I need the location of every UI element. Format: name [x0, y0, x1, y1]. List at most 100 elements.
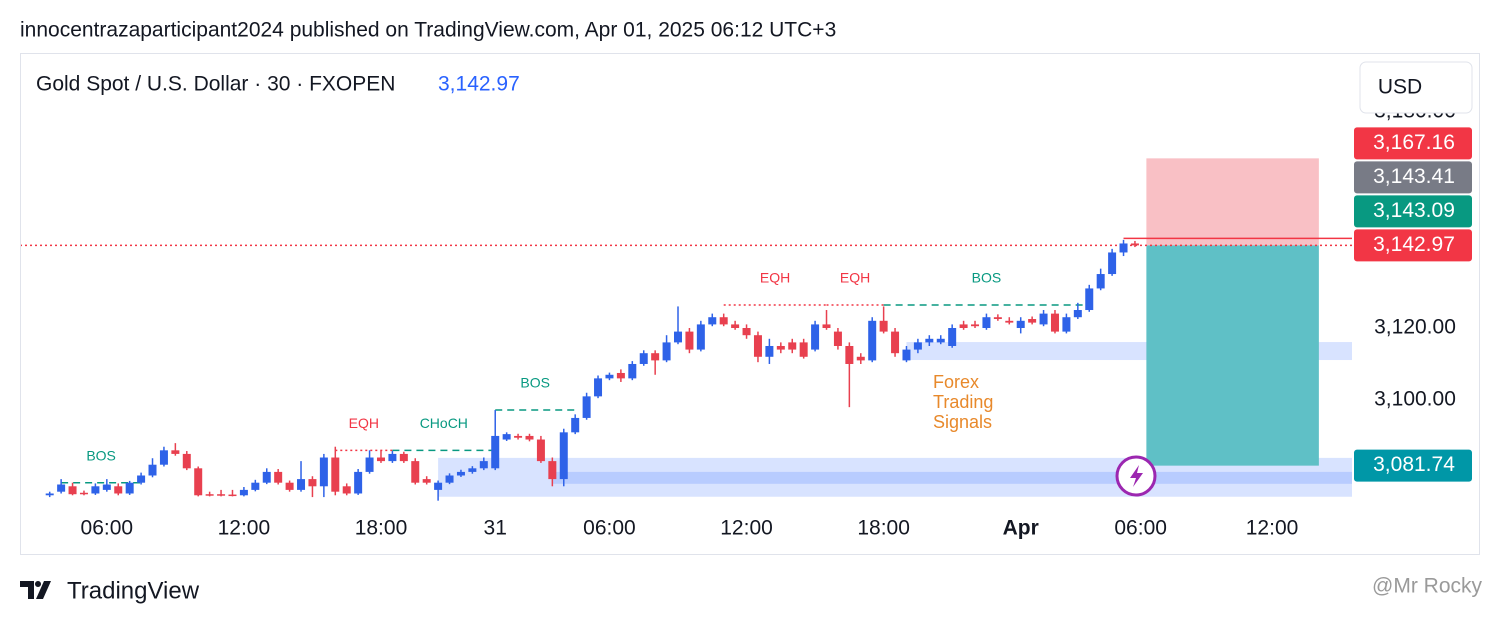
candle-body [422, 479, 431, 483]
candle-body [982, 317, 991, 329]
alert-icon [1115, 455, 1157, 497]
candle-body [605, 374, 614, 379]
stop-zone [1146, 158, 1319, 246]
candle-body [91, 486, 100, 494]
candle-body [696, 324, 705, 350]
candle-body [674, 331, 683, 343]
candle-body [868, 320, 877, 361]
candle-body [297, 479, 306, 490]
candle-body [68, 486, 77, 495]
plot-area: BOS EQH CHoCH BOS EQH EQH BOS ForexTradingSigna… [21, 158, 1352, 501]
candle-body [217, 494, 226, 496]
candle-body [1005, 320, 1014, 323]
candle-body [376, 457, 385, 462]
author-line: innocentrazaparticipant2024 published on… [20, 19, 836, 42]
watermark: @Mr Rocky [1372, 575, 1482, 598]
candle-body [639, 353, 648, 364]
candle-body [1119, 243, 1128, 253]
candle-body [479, 461, 488, 469]
candle-body [228, 494, 237, 497]
candle-body [594, 378, 603, 397]
x-tick-label: 18:00 [355, 517, 408, 540]
x-tick-label: 06:00 [583, 517, 636, 540]
structure-label: BOS [520, 375, 550, 391]
candle-body [251, 482, 260, 490]
price-tags: 3,081.74 3,142.97 3,143.09 3,143.41 3,167.16 [1354, 127, 1472, 482]
candle-body [548, 461, 557, 480]
candle-body [662, 342, 671, 361]
candle-body [1016, 320, 1025, 329]
price-tag [1354, 449, 1472, 482]
candle-body [45, 493, 54, 496]
x-tick-label: 12:00 [720, 517, 773, 540]
candle-body [765, 345, 774, 357]
candle-body [285, 482, 294, 490]
candle-body [1085, 288, 1094, 311]
chart-frame [20, 53, 1480, 555]
candle-body [971, 324, 980, 327]
candle-body [845, 345, 854, 364]
note-text: Signals [933, 412, 992, 432]
candle-body [685, 331, 694, 350]
candle-body [651, 353, 660, 361]
note-text: Trading [933, 392, 993, 412]
price-tag [1354, 161, 1472, 194]
x-tick-label: 06:00 [1114, 517, 1167, 540]
candle-body [182, 453, 191, 469]
icon-bolt [1130, 465, 1143, 487]
price-tag-label: 3,081.74 [1373, 453, 1455, 476]
symbol-title: Gold Spot / U.S. Dollar · 30 · FXOPEN [36, 73, 395, 96]
structure-label: EQH [349, 415, 379, 431]
candle-body [308, 479, 317, 487]
candle-body [1108, 252, 1117, 275]
candle-body [114, 486, 123, 494]
currency-button[interactable] [1359, 61, 1473, 114]
candle-body [959, 324, 968, 329]
currency-label[interactable]: USD [1378, 76, 1422, 99]
candle-body [319, 457, 328, 487]
candle-body [205, 494, 214, 496]
candle-body [57, 484, 66, 492]
candle-body [502, 434, 511, 440]
target-zone [1146, 245, 1319, 466]
candle-body [445, 475, 454, 483]
candle-body [856, 356, 865, 361]
candle-body [1050, 313, 1059, 332]
candle-body [948, 328, 957, 346]
candle-body [616, 372, 625, 379]
candle-body [434, 482, 443, 490]
candle-body [159, 450, 168, 465]
candle-body [1062, 317, 1071, 332]
price-tag [1354, 127, 1472, 160]
y-tick-label: 3,120.00 [1374, 316, 1456, 339]
brand: TradingView [67, 577, 200, 604]
candle-body [148, 464, 157, 476]
x-tick-label: 18:00 [857, 517, 910, 540]
candle-body [1073, 310, 1082, 318]
candle-body [102, 484, 111, 490]
candle-body [571, 417, 580, 433]
candle-body [125, 482, 134, 494]
candle-body [171, 450, 180, 454]
candle-body [811, 324, 820, 350]
structure-label: CHoCH [420, 415, 468, 431]
candle-body [913, 342, 922, 350]
candle-body [274, 471, 283, 483]
structure-label: EQH [840, 270, 870, 286]
candle-body [491, 435, 500, 469]
price-tag-label: 3,142.97 [1373, 233, 1455, 256]
candle-body [776, 345, 785, 350]
candle-body [822, 324, 831, 329]
candle-body [514, 435, 523, 438]
candle-body [411, 461, 420, 483]
candle-body [365, 457, 374, 472]
x-tick-label: 06:00 [81, 517, 134, 540]
candle-body [628, 363, 637, 379]
candle-body [742, 328, 751, 336]
candle-body [1039, 313, 1048, 325]
candle-body [354, 471, 363, 494]
candle-body [925, 338, 934, 343]
candle-body [262, 471, 271, 483]
price-tag [1354, 229, 1472, 262]
